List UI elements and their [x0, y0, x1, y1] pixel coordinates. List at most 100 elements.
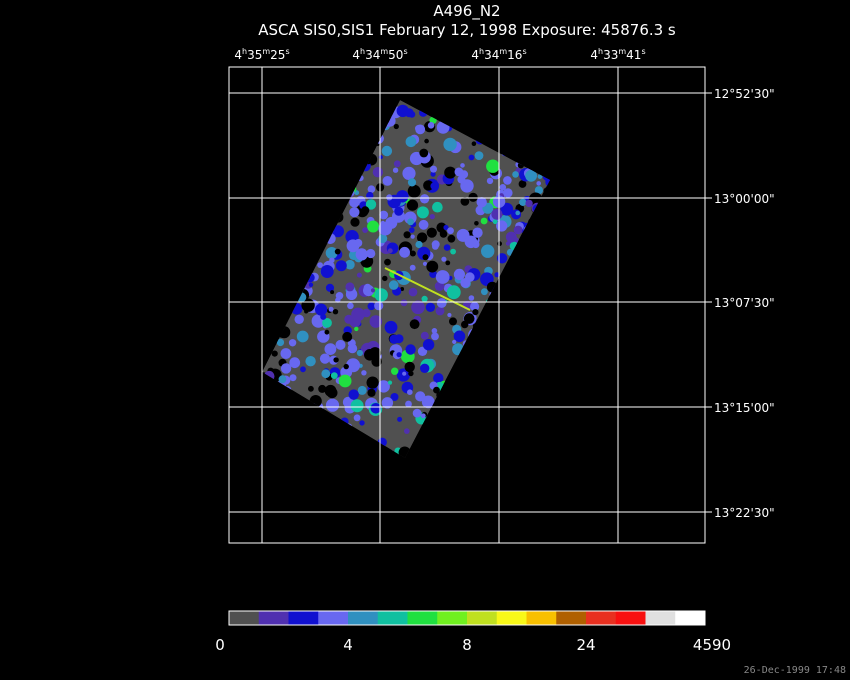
image-blob: [367, 220, 380, 233]
subtitle: ASCA SIS0,SIS1 February 12, 1998 Exposur…: [258, 21, 676, 39]
colorbar-swatch: [615, 611, 646, 625]
colorbar-swatch: [229, 611, 260, 625]
ra-label-part: m: [262, 47, 270, 56]
image-blob: [496, 220, 508, 232]
image-blob: [325, 283, 335, 292]
title: A496_N2: [433, 2, 500, 21]
colorbar-swatch: [437, 611, 468, 625]
image-blob: [405, 400, 412, 408]
coordinate-grid: [229, 67, 705, 543]
image-blob: [350, 399, 364, 413]
image-blob: [415, 124, 426, 135]
image-blob: [388, 280, 399, 290]
dec-label: 13°15'00": [714, 401, 775, 415]
image-blob: [366, 248, 376, 259]
image-blob: [450, 248, 456, 255]
image-blob: [468, 192, 478, 202]
image-blob: [430, 182, 439, 190]
image-blob: [474, 151, 484, 161]
colorbar-swatch: [645, 611, 676, 625]
dec-label: 13°22'30": [714, 506, 775, 520]
image-blob: [378, 155, 383, 160]
image-blob: [407, 178, 417, 187]
image-blob: [325, 398, 340, 412]
image-blob: [349, 197, 360, 208]
image-blob: [416, 206, 429, 219]
image-blob: [319, 353, 331, 364]
image-blob: [382, 176, 393, 186]
image-blob: [350, 217, 360, 227]
ra-label-part: 16: [507, 48, 522, 62]
image-blob: [370, 288, 376, 293]
image-blob: [534, 186, 544, 195]
ra-label-part: s: [403, 47, 407, 56]
image-blob: [381, 145, 393, 157]
ra-label-part: s: [285, 47, 289, 56]
ra-label-part: 35: [247, 48, 262, 62]
image-blob: [371, 356, 382, 367]
image-blob: [447, 227, 454, 235]
image-blob: [503, 176, 512, 185]
image-blob: [363, 285, 375, 297]
image-blob: [426, 227, 437, 238]
ra-label-part: 25: [270, 48, 285, 62]
image-blob: [349, 207, 360, 218]
image-blob: [409, 250, 416, 257]
dec-label: 12°52'30": [714, 87, 775, 101]
ra-label-part: 50: [388, 48, 403, 62]
image-blob: [408, 370, 414, 377]
image-blob: [422, 339, 435, 351]
ra-label-part: h: [360, 47, 365, 56]
image-blob: [460, 179, 474, 193]
colorbar: 0 4 8 24 4590: [215, 610, 731, 654]
image-blob: [496, 253, 508, 264]
image-blob: [407, 389, 413, 396]
image-blob: [333, 357, 339, 363]
image-blob: [471, 141, 477, 146]
image-blob: [347, 343, 358, 354]
ra-label-part: m: [618, 47, 626, 56]
timestamp: 26-Dec-1999 17:48: [744, 665, 846, 676]
image-blob: [396, 352, 402, 358]
image-blob: [387, 248, 393, 254]
image-blob: [435, 270, 450, 284]
ra-label-part: 4: [234, 48, 242, 62]
image-blob: [289, 357, 301, 369]
image-blob: [335, 260, 347, 272]
image-blob: [480, 217, 488, 225]
image-blob: [405, 136, 417, 148]
colorbar-swatch: [288, 611, 319, 625]
image-blob: [463, 313, 475, 324]
image-blob: [372, 167, 384, 178]
image-blob: [347, 302, 354, 310]
image-blob: [322, 318, 332, 328]
image-blob: [447, 312, 452, 318]
image-blob: [409, 227, 415, 233]
image-blob: [421, 295, 428, 302]
image-blob: [324, 343, 337, 355]
ra-label-part: 4: [471, 48, 479, 62]
image-blob: [468, 295, 475, 301]
image-blob: [384, 320, 398, 334]
image-blob: [426, 260, 439, 273]
image-blob: [429, 214, 435, 220]
image-blob: [431, 328, 438, 334]
image-blob: [305, 356, 316, 367]
image-blob: [481, 244, 495, 258]
image-blob: [321, 369, 331, 379]
colorbar-label: 24: [576, 636, 595, 654]
image-blob: [486, 159, 500, 173]
image-blob: [409, 319, 420, 330]
colorbar-label: 8: [462, 636, 472, 654]
image-blob: [491, 208, 503, 220]
image-blob: [330, 372, 338, 379]
dec-label: 13°00'00": [714, 192, 775, 206]
image-blob: [481, 288, 488, 296]
image-blob: [280, 363, 292, 374]
image-blob: [505, 231, 517, 243]
image-blob: [366, 191, 374, 200]
image-blob: [394, 206, 404, 216]
image-blob: [443, 244, 451, 251]
image-blob: [499, 184, 507, 191]
